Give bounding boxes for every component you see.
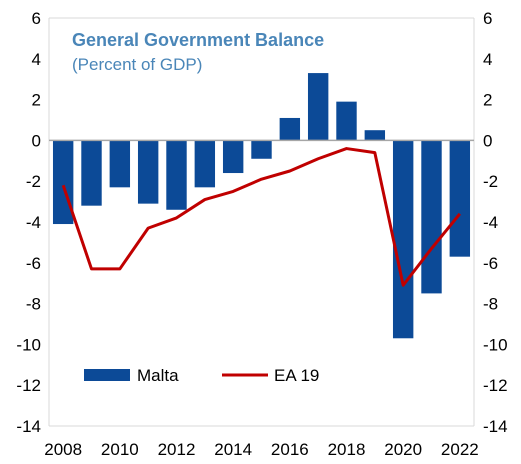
malta-bar-2008: [52, 140, 74, 225]
y-tick-right--8: -8: [483, 295, 498, 314]
malta-bar-2017: [307, 73, 329, 141]
y-tick-left--6: -6: [26, 254, 41, 273]
plot-frame: [48, 17, 475, 427]
y-tick-right-0: 0: [483, 131, 492, 150]
y-tick-right--12: -12: [483, 376, 508, 395]
legend-ea19-label: EA 19: [274, 366, 319, 385]
x-tick-2014: 2014: [214, 440, 252, 459]
x-tick-2020: 2020: [384, 440, 422, 459]
malta-bar-2010: [109, 140, 131, 188]
y-tick-right--4: -4: [483, 213, 498, 232]
malta-bar-2014: [222, 140, 244, 174]
chart-subtitle: (Percent of GDP): [72, 55, 202, 74]
y-tick-left-6: 6: [32, 9, 41, 28]
ea19-line: [61, 147, 461, 287]
right-y-axis-ticks: 6 4 2 0 -2 -4 -6 -8 -10 -12 -14: [483, 9, 508, 436]
x-tick-2008: 2008: [44, 440, 82, 459]
y-tick-left-4: 4: [32, 50, 41, 69]
x-tick-2010: 2010: [101, 440, 139, 459]
malta-bar-2009: [81, 140, 102, 206]
malta-bars: [52, 73, 471, 339]
x-tick-2022: 2022: [441, 440, 479, 459]
legend: Malta EA 19: [84, 366, 319, 385]
malta-bar-2012: [166, 140, 187, 210]
y-tick-right--2: -2: [483, 172, 498, 191]
y-tick-left--12: -12: [16, 376, 41, 395]
malta-bar-2013: [194, 140, 216, 188]
y-tick-right--6: -6: [483, 254, 498, 273]
legend-malta-label: Malta: [137, 366, 179, 385]
y-tick-left--8: -8: [26, 295, 41, 314]
malta-bar-2022: [449, 140, 471, 257]
x-axis-ticks: 2008 2010 2012 2014 2016 2018 2020 2022: [44, 440, 478, 459]
malta-bar-2016: [279, 117, 301, 141]
malta-bar-2015: [251, 140, 272, 159]
y-tick-left--4: -4: [26, 213, 41, 232]
y-tick-left--14: -14: [16, 417, 41, 436]
chart-title: General Government Balance: [72, 30, 324, 50]
y-tick-right-4: 4: [483, 50, 492, 69]
x-tick-2016: 2016: [271, 440, 309, 459]
y-tick-right-6: 6: [483, 9, 492, 28]
malta-bar-2011: [137, 140, 159, 204]
y-tick-left--2: -2: [26, 172, 41, 191]
malta-bar-2019: [364, 130, 386, 141]
y-tick-left-2: 2: [32, 91, 41, 110]
malta-bar-2018: [336, 101, 357, 141]
x-tick-2018: 2018: [328, 440, 366, 459]
y-tick-left-0: 0: [32, 131, 41, 150]
malta-bar-2020: [392, 140, 414, 339]
y-tick-left--10: -10: [16, 335, 41, 354]
legend-malta-swatch: [84, 369, 130, 381]
y-tick-right-2: 2: [483, 91, 492, 110]
y-tick-right--14: -14: [483, 417, 508, 436]
left-y-axis-ticks: 6 4 2 0 -2 -4 -6 -8 -10 -12 -14: [16, 9, 41, 436]
malta-bar-2021: [421, 140, 442, 294]
y-tick-right--10: -10: [483, 335, 508, 354]
x-tick-2012: 2012: [158, 440, 196, 459]
